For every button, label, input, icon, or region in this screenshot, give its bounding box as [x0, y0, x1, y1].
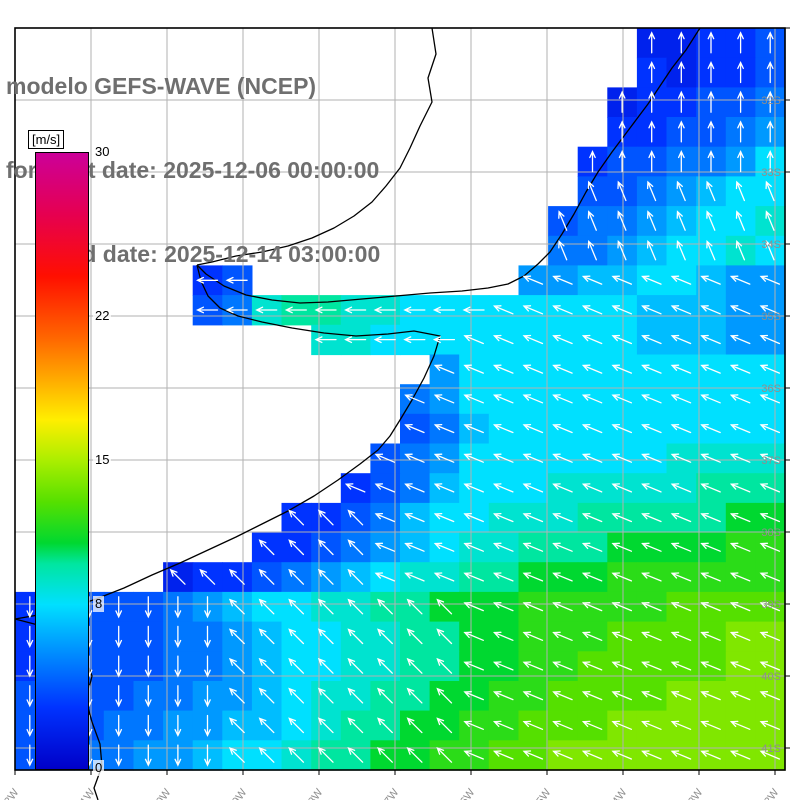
wave-direction-arrows — [26, 31, 781, 767]
lon-label: 55W — [531, 786, 554, 800]
lat-label: 39S — [761, 599, 781, 611]
title-block: modelo GEFS-WAVE (NCEP) forecast date: 2… — [6, 16, 380, 324]
forecast-date: forecast date: 2025-12-06 00:00:00 — [6, 157, 380, 183]
lon-label: 60W — [151, 786, 174, 800]
lat-label: 38S — [761, 527, 781, 539]
lon-label: 54W — [607, 786, 630, 800]
model-title: modelo GEFS-WAVE (NCEP) — [6, 73, 317, 99]
lon-label: 62W — [0, 786, 22, 800]
axis-ticks — [14, 27, 790, 775]
lat-label: 33S — [761, 167, 781, 179]
lat-label: 37S — [761, 455, 781, 467]
lat-label: 40S — [761, 671, 781, 683]
lat-label: 41S — [761, 743, 781, 755]
lon-label: 58W — [303, 786, 326, 800]
lon-label: 53W — [683, 786, 706, 800]
valid-date: valid date: 2025-12-14 03:00:00 — [44, 241, 381, 267]
lon-label: 56W — [455, 786, 478, 800]
lat-label: 34S — [761, 239, 781, 251]
lon-label: 59W — [227, 786, 250, 800]
lat-label: 35S — [761, 311, 781, 323]
lat-label: 32S — [761, 95, 781, 107]
lat-label: 36S — [761, 383, 781, 395]
lon-label: 57W — [379, 786, 402, 800]
map-frame — [14, 27, 786, 771]
lon-label: 52W — [759, 786, 782, 800]
